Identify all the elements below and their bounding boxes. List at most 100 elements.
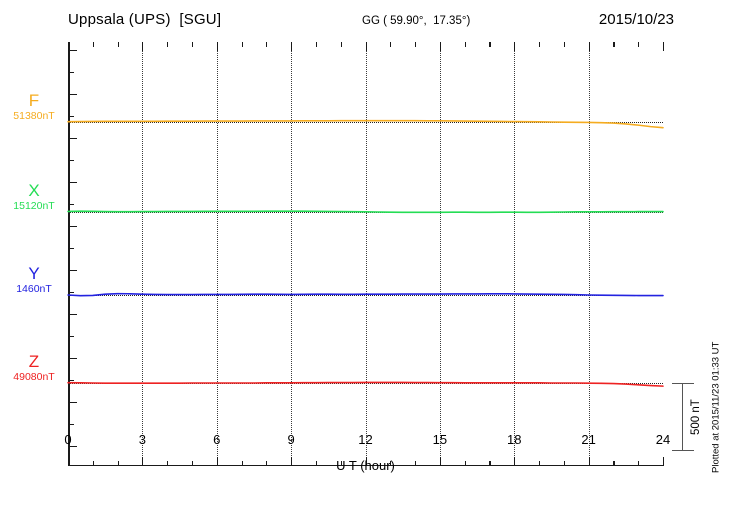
gridline-vertical	[291, 42, 293, 466]
y-tick	[68, 138, 77, 140]
scale-bar-label: 500 nT	[690, 399, 702, 435]
x-tick-label: 15	[432, 432, 448, 447]
x-tick-top	[390, 42, 392, 47]
x-tick-top	[340, 42, 342, 47]
scale-bar-line	[682, 383, 684, 451]
y-tick	[68, 270, 77, 272]
x-tick-top	[439, 42, 441, 51]
x-tick-bottom	[613, 461, 615, 466]
x-tick-bottom	[216, 457, 218, 466]
x-axis-title: U T (hour)	[336, 458, 395, 473]
component-baseline-value: 15120nT	[13, 200, 55, 212]
x-tick-top	[415, 42, 417, 47]
x-tick-bottom	[563, 461, 565, 466]
component-baseline-value: 1460nT	[16, 283, 52, 295]
gridline-vertical	[588, 42, 590, 466]
x-tick-bottom	[663, 457, 665, 466]
component-symbol: Z	[28, 352, 40, 371]
gridline-vertical	[365, 42, 367, 466]
x-tick-top	[315, 42, 317, 47]
gridline-vertical	[142, 42, 144, 466]
geographic-coordinates: GG ( 59.90°, 17.35°)	[362, 15, 471, 27]
x-tick-top	[117, 42, 119, 47]
x-tick-top	[638, 42, 640, 47]
x-tick-bottom	[117, 461, 119, 466]
component-symbol: F	[28, 91, 40, 110]
baseline-f	[68, 122, 663, 123]
x-tick-bottom	[142, 457, 144, 466]
x-tick-top	[92, 42, 94, 47]
x-tick-top	[539, 42, 541, 47]
x-tick-top	[216, 42, 218, 51]
y-tick	[68, 358, 77, 360]
component-label-y: Y 1460nT	[2, 265, 66, 296]
x-tick-label: 9	[287, 432, 295, 447]
trace-y	[67, 292, 664, 297]
x-tick-bottom	[92, 461, 94, 466]
x-tick-bottom	[365, 457, 367, 466]
x-tick-label: 21	[581, 432, 596, 447]
component-baseline-value: 49080nT	[13, 371, 55, 383]
component-symbol: X	[28, 181, 40, 200]
x-tick-label: 12	[358, 432, 373, 447]
x-tick-label: 0	[64, 432, 72, 447]
x-tick-bottom	[340, 461, 342, 466]
y-tick	[68, 424, 74, 426]
x-tick-bottom	[539, 461, 541, 466]
x-tick-bottom	[266, 461, 268, 466]
scale-bar	[672, 383, 694, 451]
x-tick-bottom	[315, 461, 317, 466]
x-tick-top	[663, 42, 665, 51]
component-label-x: X 15120nT	[2, 182, 66, 213]
x-tick-bottom	[514, 457, 516, 466]
trace-z	[67, 381, 664, 387]
gridline-vertical	[439, 42, 441, 466]
y-tick	[68, 204, 74, 206]
x-tick-top	[563, 42, 565, 47]
x-tick-top	[266, 42, 268, 47]
y-tick	[68, 94, 77, 96]
x-tick-bottom	[415, 461, 417, 466]
x-tick-bottom	[68, 457, 70, 466]
trace-f	[67, 119, 664, 129]
x-tick-top	[291, 42, 293, 51]
y-axis-line	[68, 42, 70, 466]
trace-layer	[67, 119, 664, 387]
y-tick	[68, 50, 77, 52]
y-tick	[68, 292, 74, 294]
x-tick-bottom	[241, 461, 243, 466]
x-tick-label: 6	[213, 432, 221, 447]
x-tick-top	[588, 42, 590, 51]
plotted-timestamp: Plotted at 2015/11/23 01:33 UT	[710, 341, 722, 474]
x-tick-top	[167, 42, 169, 47]
x-tick-top	[241, 42, 243, 47]
y-tick	[68, 182, 77, 184]
trace-x	[67, 210, 664, 214]
x-tick-bottom	[167, 461, 169, 466]
y-tick	[68, 380, 74, 382]
x-tick-label: 18	[507, 432, 522, 447]
x-tick-bottom	[638, 461, 640, 466]
x-tick-label: 3	[138, 432, 146, 447]
gridline-vertical	[514, 42, 516, 466]
x-tick-bottom	[464, 461, 466, 466]
page-title: Uppsala (UPS) [SGU]	[68, 11, 222, 28]
magnetogram-plot	[67, 42, 665, 466]
y-tick	[68, 248, 74, 250]
observation-date: 2015/10/23	[598, 11, 674, 28]
x-tick-top	[68, 42, 70, 51]
x-tick-top	[191, 42, 194, 47]
x-tick-bottom	[439, 457, 441, 466]
y-tick	[68, 72, 74, 74]
x-tick-bottom	[588, 457, 590, 466]
x-tick-top	[365, 42, 367, 51]
x-tick-bottom	[390, 461, 392, 466]
baseline-y	[68, 295, 663, 296]
x-tick-top	[489, 42, 491, 47]
y-tick	[68, 314, 77, 316]
gridline-vertical	[216, 42, 218, 466]
x-tick-top	[142, 42, 144, 51]
baseline-z	[68, 383, 663, 384]
x-tick-top	[613, 42, 615, 47]
